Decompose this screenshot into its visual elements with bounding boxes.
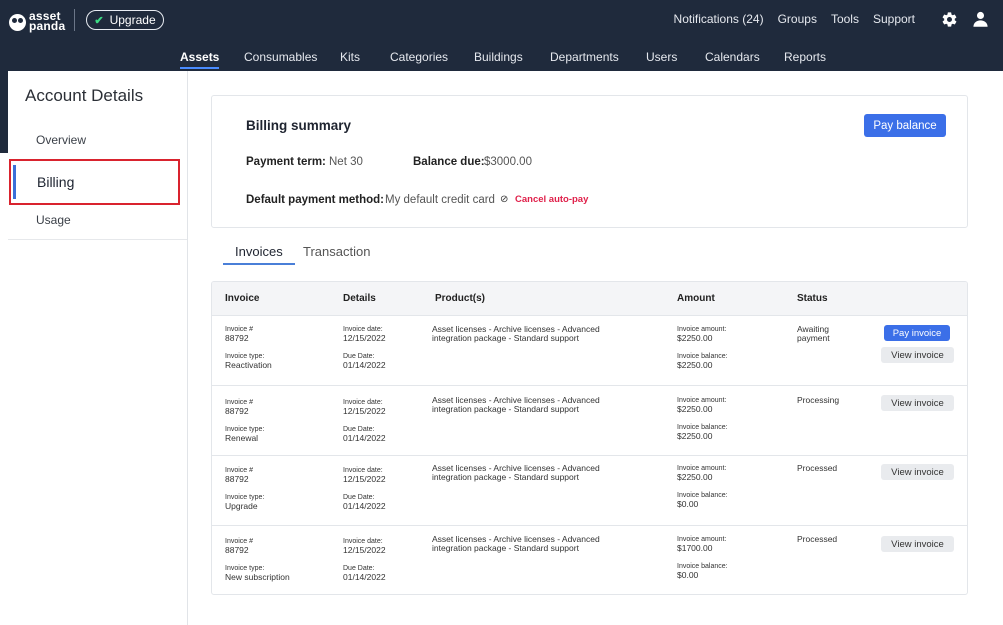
view-invoice-button[interactable]: View invoice [881,347,954,363]
products: Asset licenses - Archive licenses - Adva… [432,324,600,343]
payment-term-value: Net 30 [329,156,363,168]
status: Processed [797,463,838,473]
invoice-amount: Invoice amount: $1700.00 [677,536,727,553]
gear-icon[interactable] [941,11,958,28]
main-nav: Assets Consumables Kits Categories Build… [0,49,1003,71]
invoice-date: Invoice date: 12/15/2022 [343,399,386,416]
invoice-number: Invoice #88792 [225,326,254,343]
invoice-balance: Invoice balance: $0.00 [677,492,728,509]
balance-due-value: $3000.00 [484,156,532,168]
upgrade-button[interactable]: ✔ Upgrade [86,10,164,30]
user-icon[interactable] [972,10,989,28]
sidebar-item-billing[interactable]: Billing [9,159,180,205]
invoice-amount: Invoice amount: $2250.00 [677,326,727,343]
invoice-table: Invoice Details Product(s) Amount Status… [211,281,968,595]
payment-term-label: Payment term: [246,156,326,168]
header-divider [74,9,75,31]
panda-icon [9,14,26,31]
products: Asset licenses - Archive licenses - Adva… [432,463,600,482]
products: Asset licenses - Archive licenses - Adva… [432,395,600,414]
groups-link[interactable]: Groups [777,12,817,26]
invoice-type: Invoice type: Renewal [225,426,265,443]
pay-invoice-button[interactable]: Pay invoice [884,325,950,341]
header-status: Status [797,293,828,304]
header-invoice: Invoice [225,293,260,304]
billing-summary-title: Billing summary [246,118,352,133]
invoice-type: Invoice type: Upgrade [225,494,265,511]
main-content: Billing summary Pay balance Payment term… [188,71,1003,625]
tab-transaction[interactable]: Transaction [303,244,371,259]
tab-invoices[interactable]: Invoices [223,244,295,265]
table-header: Invoice Details Product(s) Amount Status [212,282,967,316]
nav-consumables[interactable]: Consumables [244,50,318,64]
upgrade-icon: ✔ [94,14,104,27]
nav-departments[interactable]: Departments [550,50,619,64]
cancel-icon: ⊘ [500,194,509,205]
sidebar-divider [8,239,187,240]
status: Processing [797,395,840,405]
due-date: Due Date: 01/14/2022 [343,494,386,511]
upgrade-label: Upgrade [109,13,156,27]
nav-assets[interactable]: Assets [180,49,220,69]
balance-due-label: Balance due: [413,156,485,168]
nav-reports[interactable]: Reports [784,50,827,64]
support-link[interactable]: Support [872,12,915,26]
header-amount: Amount [677,293,715,304]
header-details: Details [343,293,376,304]
account-sidebar: Account Details Overview Billing Usage [8,71,188,625]
top-nav: Notifications (24) Groups Tools Support [674,12,915,26]
table-row: Invoice #88792 Invoice type: Renewal Invo… [212,386,967,456]
nav-users[interactable]: Users [646,50,678,64]
invoice-date: Invoice date: 12/15/2022 [343,326,386,343]
invoice-date: Invoice date: 12/15/2022 [343,467,386,484]
products: Asset licenses - Archive licenses - Adva… [432,534,600,553]
nav-categories[interactable]: Categories [390,50,449,64]
logo-text: asset panda [29,8,66,33]
invoice-balance: Invoice balance: $2250.00 [677,424,728,441]
default-method-label: Default payment method: [246,194,385,206]
due-date: Due Date: 01/14/2022 [343,353,386,370]
default-method-value: My default credit card [385,194,495,206]
invoice-amount: Invoice amount: $2250.00 [677,465,727,482]
nav-buildings[interactable]: Buildings [474,50,523,64]
sidebar-title: Account Details [25,86,144,105]
due-date: Due Date: 01/14/2022 [343,565,386,582]
invoice-balance: Invoice balance: $0.00 [677,563,728,580]
notifications-link[interactable]: Notifications (24) [673,12,764,26]
nav-calendars[interactable]: Calendars [705,50,760,64]
invoice-amount: Invoice amount: $2250.00 [677,397,727,414]
sidebar-item-usage[interactable]: Usage [36,213,71,227]
sidebar-item-overview[interactable]: Overview [36,133,87,147]
status: Processed [797,534,838,544]
invoice-number: Invoice #88792 [225,467,254,484]
invoice-balance: Invoice balance: $2250.00 [677,353,728,370]
view-invoice-button[interactable]: View invoice [881,464,954,480]
asset-panda-logo[interactable]: asset panda [9,8,66,33]
view-invoice-button[interactable]: View invoice [881,536,954,552]
due-date: Due Date: 01/14/2022 [343,426,386,443]
nav-kits[interactable]: Kits [340,50,361,64]
invoice-number: Invoice #88792 [225,399,254,416]
invoice-date: Invoice date: 12/15/2022 [343,538,386,555]
cancel-autopay-link[interactable]: Cancel auto-pay [515,194,589,205]
invoice-number: Invoice #88792 [225,538,254,555]
pay-balance-button[interactable]: Pay balance [864,114,946,137]
tools-link[interactable]: Tools [830,12,859,26]
invoice-type: Invoice type: Reactivation [225,353,272,370]
table-row: Invoice #88792 Invoice type: Reactivation… [212,316,967,386]
invoice-type: Invoice type: New subscription [225,565,290,582]
billing-summary-card: Billing summary Pay balance Payment term… [211,95,968,228]
status: Awaiting payment [797,324,830,343]
table-row: Invoice #88792 Invoice type: Upgrade Invo… [212,456,967,526]
table-row: Invoice #88792 Invoice type: New subscrip… [212,526,967,594]
view-invoice-button[interactable]: View invoice [881,395,954,411]
header-products: Product(s) [435,293,485,304]
